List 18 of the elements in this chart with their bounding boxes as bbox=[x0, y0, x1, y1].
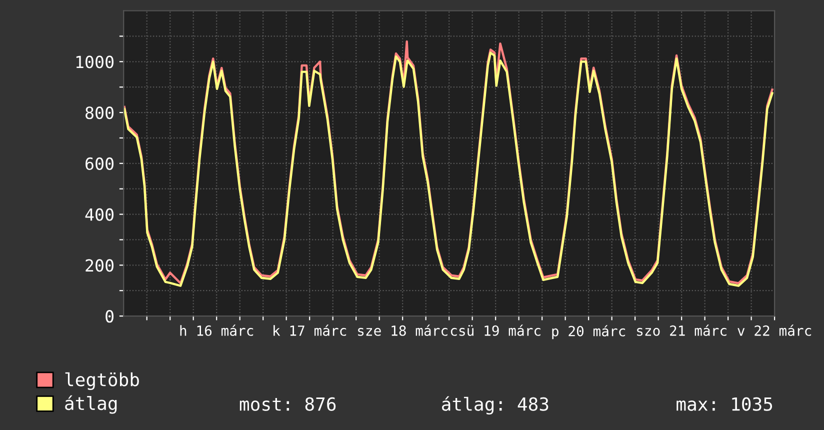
y-tick-label: 1000 bbox=[76, 56, 114, 68]
x-tick-label: csü 19 márc bbox=[450, 324, 540, 336]
x-tick-label: sze 18 márc bbox=[358, 324, 448, 336]
y-tick-label: 0 bbox=[106, 310, 114, 323]
x-tick-label: h 16 márc bbox=[180, 324, 254, 336]
legend-label: átlag bbox=[65, 395, 117, 414]
x-tick-label: k 17 márc bbox=[274, 324, 346, 336]
y-tick-label: 200 bbox=[86, 259, 114, 272]
x-tick-label: p 20 márc bbox=[552, 325, 626, 340]
x-tick-label: v 22 márc bbox=[738, 324, 812, 336]
text: átlag: 483 bbox=[442, 396, 548, 415]
y-tick-label: 400 bbox=[85, 208, 114, 221]
legend-label: legtöbb bbox=[65, 372, 139, 390]
y-tick-label: 600 bbox=[86, 157, 114, 170]
text: max: 1035 bbox=[676, 397, 772, 411]
text: most: 876 bbox=[240, 397, 336, 411]
y-tick-label: 800 bbox=[86, 106, 114, 120]
x-tick-label: szo 21 márc bbox=[637, 324, 726, 336]
